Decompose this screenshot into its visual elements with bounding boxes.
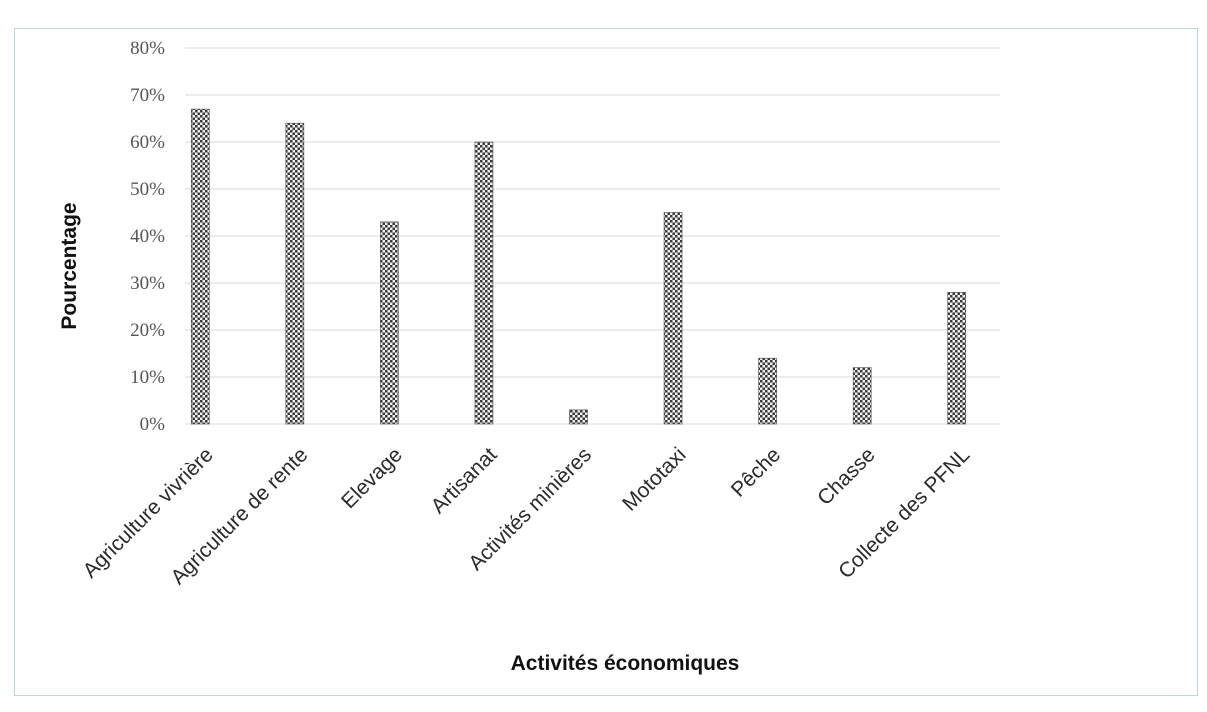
x-tick-label: Elevage (337, 443, 407, 513)
bar (569, 409, 588, 425)
y-tick-label: 30% (130, 273, 165, 294)
y-tick-label: 80% (130, 38, 165, 59)
bar (190, 108, 210, 425)
bar (285, 122, 305, 425)
x-tick-label: Mototaxi (618, 443, 690, 515)
y-tick-label: 60% (130, 132, 165, 153)
y-tick-label: 50% (130, 179, 165, 200)
chart-frame (14, 28, 1198, 696)
bar (474, 141, 494, 425)
x-axis-title: Activités économiques (511, 652, 740, 675)
y-axis-title: Pourcentage (58, 202, 81, 329)
bar (663, 212, 683, 425)
bar (947, 292, 967, 425)
bar (852, 367, 872, 425)
bar (380, 221, 399, 425)
y-tick-label: 40% (130, 226, 165, 247)
y-axis-ticks: 0% 10% 20% 30% 40% 50% 60% 70% 80% (130, 38, 165, 435)
y-tick-label: 0% (140, 414, 166, 435)
x-tick-label: Chasse (813, 443, 880, 510)
y-tick-label: 20% (130, 320, 165, 341)
x-tick-label: Artisanat (427, 443, 502, 518)
x-tick-label: Pêche (727, 443, 785, 501)
gridlines (185, 47, 1000, 425)
bars (190, 108, 967, 425)
bar (758, 357, 777, 425)
y-tick-label: 70% (130, 85, 165, 106)
y-tick-label: 10% (130, 367, 165, 388)
